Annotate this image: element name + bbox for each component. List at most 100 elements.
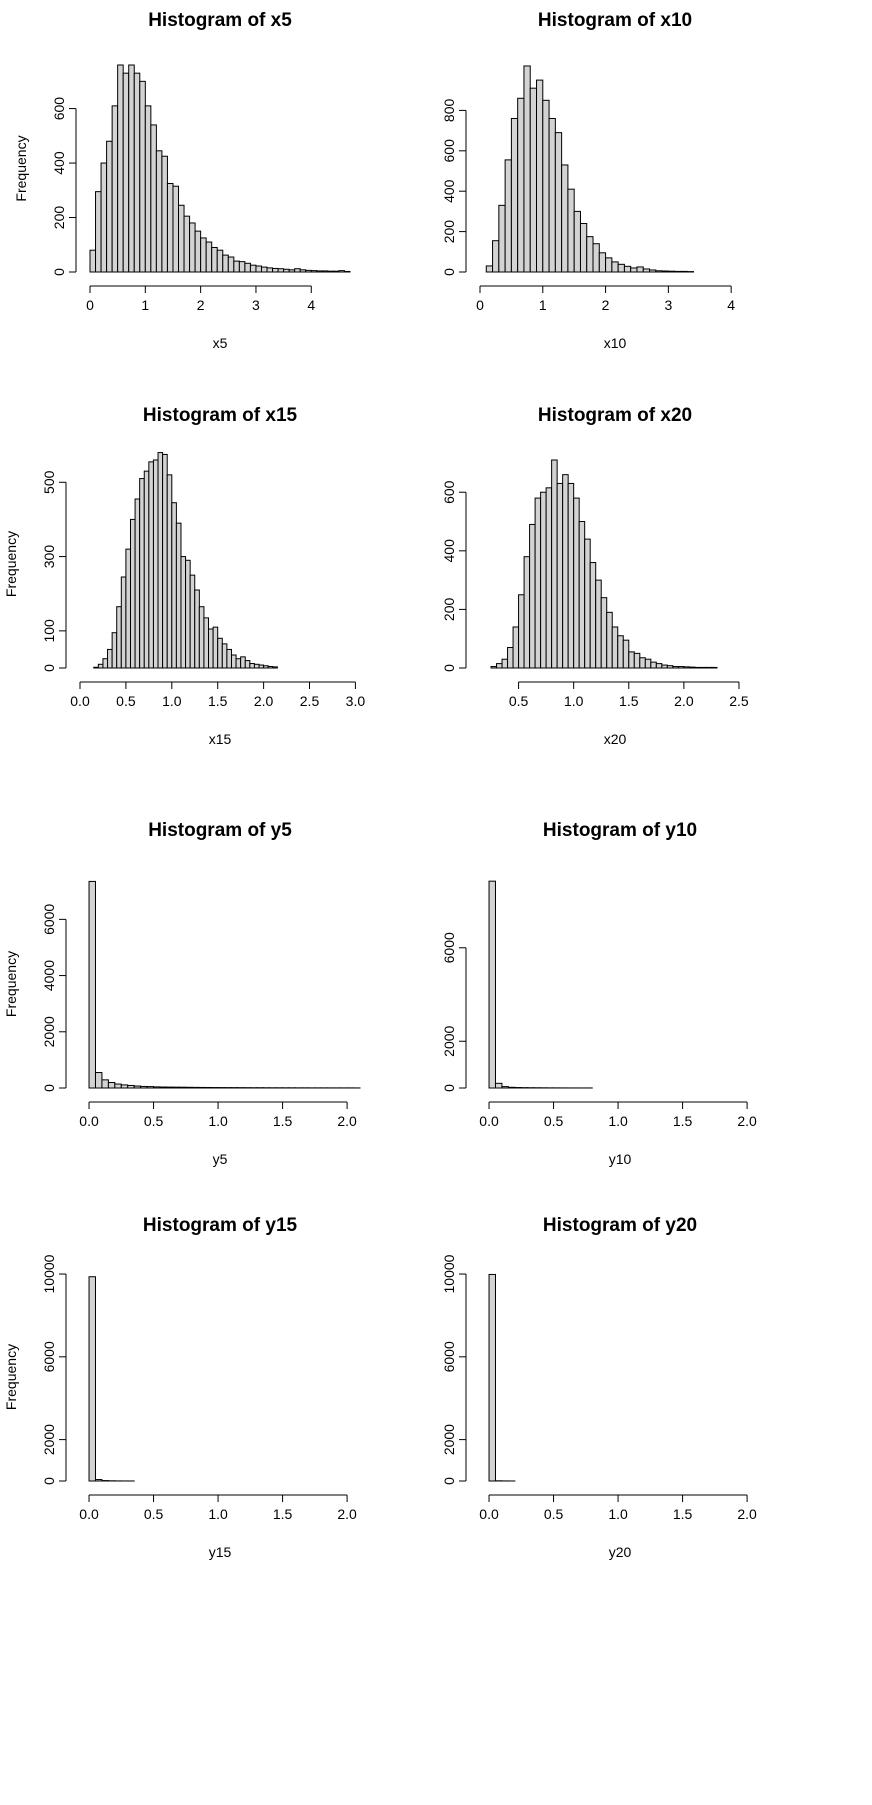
- histogram-bar: [146, 1086, 155, 1089]
- histogram-bar: [249, 663, 255, 669]
- chart-title: Histogram of x10: [538, 10, 692, 31]
- histogram-bar: [89, 249, 97, 273]
- x-tick-label: 0: [476, 297, 484, 313]
- x-tick-label: 1.0: [208, 1506, 228, 1522]
- histogram-bar: [294, 268, 301, 273]
- x-tick-label: 0.5: [544, 1506, 564, 1522]
- y-tick-label: 0: [441, 1477, 457, 1485]
- histogram-bar: [150, 124, 157, 273]
- y-tick-label: 4000: [41, 960, 57, 991]
- x-tick-label: 1.5: [673, 1113, 693, 1129]
- y-tick-label: 6000: [441, 932, 457, 963]
- histogram-bar: [128, 64, 135, 273]
- histogram-bar: [172, 1086, 180, 1089]
- histogram-bar: [94, 1479, 103, 1482]
- histogram-bar: [161, 155, 168, 273]
- histogram-bar: [683, 666, 690, 669]
- x-axis-label: y10: [609, 1151, 632, 1167]
- histogram-bar: [672, 666, 679, 669]
- histogram-bar: [230, 654, 237, 669]
- histogram-bar: [573, 210, 581, 273]
- histogram-bar: [134, 498, 141, 669]
- histogram-bar: [159, 1086, 167, 1089]
- x-tick-label: 1.5: [273, 1506, 293, 1522]
- histogram-bar: [95, 191, 102, 273]
- histogram-bar: [198, 1086, 206, 1089]
- x-tick-label: 0: [86, 297, 94, 313]
- histogram-bar: [185, 1086, 193, 1089]
- y-tick-label: 300: [41, 545, 57, 569]
- y-tick-label: 600: [51, 97, 67, 121]
- chart-title: Histogram of y5: [148, 820, 292, 841]
- x-tick-label: 4: [727, 297, 735, 313]
- histogram-bar: [699, 666, 707, 669]
- histogram-bar: [518, 594, 525, 669]
- histogram-bar: [125, 548, 131, 669]
- histogram-bar: [235, 658, 242, 669]
- y-tick-label: 2000: [441, 1025, 457, 1056]
- histogram-bar: [498, 204, 506, 273]
- histogram-bar: [101, 1079, 109, 1089]
- histogram-bar: [226, 648, 232, 669]
- histogram-bar: [600, 597, 608, 669]
- y-tick-label: 0: [441, 664, 457, 672]
- histogram-panel: Histogram of x10012340200400600800x10Fre…: [403, 0, 872, 395]
- histogram-svg: Histogram of y20 0.0 0.5 1.0 1.5 2.0 0 2000 6000…: [403, 1215, 757, 1560]
- histogram-svg: Histogram of y5 0.0 0.5 1.0 1.5 2.0 0 2000 4000 6…: [3, 820, 361, 1167]
- histogram-bar: [617, 263, 625, 273]
- histogram-bar: [266, 267, 274, 273]
- histogram-bar: [222, 254, 229, 273]
- x-tick-label: 2.5: [300, 693, 320, 709]
- histogram-bar: [649, 269, 657, 273]
- histogram-bar: [488, 880, 496, 1089]
- histogram-bar: [255, 265, 262, 273]
- histogram-bar: [233, 260, 240, 273]
- histogram-bar: [595, 579, 602, 669]
- histogram-bar: [88, 880, 96, 1089]
- histogram-bar: [630, 267, 638, 273]
- histogram-bar: [97, 663, 104, 669]
- x-tick-label: 1.5: [619, 693, 639, 709]
- histogram-bar: [162, 453, 168, 669]
- histogram-bar: [194, 589, 200, 669]
- histogram-bar: [106, 140, 113, 273]
- histogram-bar: [127, 1084, 135, 1089]
- histogram-bar: [93, 666, 99, 669]
- y-tick-label: 400: [441, 539, 457, 563]
- histogram-bar: [633, 652, 641, 669]
- histogram-bar: [536, 79, 544, 273]
- histogram-bar: [556, 482, 564, 669]
- x-tick-label: 3: [252, 297, 260, 313]
- histogram-bar: [140, 1085, 148, 1089]
- y-tick-label: 0: [51, 268, 67, 276]
- x-tick-label: 0.5: [144, 1506, 164, 1522]
- histogram-svg: Histogram of x10012340200400600800x10Fre…: [403, 10, 735, 351]
- histogram-bar: [133, 72, 141, 273]
- histogram-bar: [120, 576, 127, 669]
- histogram-bar: [545, 487, 553, 669]
- y-tick-label: 100: [41, 619, 57, 643]
- chart-title: Histogram of x20: [538, 405, 692, 426]
- y-tick-label: 6000: [41, 904, 57, 935]
- histogram-bar: [260, 266, 268, 273]
- x-tick-label: 2.0: [737, 1506, 757, 1522]
- y-tick-label: 0: [41, 1084, 57, 1092]
- y-tick-label: 400: [51, 151, 67, 175]
- histogram-panel: Histogram of x5 0 1 2 3 4 0 200 400 600 x5 Frequenc…: [0, 0, 420, 395]
- histogram-bar: [166, 182, 174, 273]
- x-tick-label: 0.5: [509, 693, 529, 709]
- histogram-bar: [175, 522, 182, 669]
- x-tick-label: 1.0: [608, 1113, 628, 1129]
- histogram-bar: [94, 1072, 103, 1089]
- histogram-bar: [561, 164, 569, 273]
- histogram-bar: [316, 270, 323, 273]
- histogram-bar: [203, 617, 210, 669]
- y-tick-label: 0: [41, 664, 57, 672]
- histogram-svg: Histogram of y10 0.0 0.5 1.0 1.5 2.0 0 2000 6000…: [403, 820, 757, 1167]
- histogram-bar: [494, 1082, 503, 1089]
- y-tick-label: 0: [41, 1477, 57, 1485]
- histogram-bar: [198, 606, 205, 669]
- x-tick-label: 2.0: [737, 1113, 757, 1129]
- histogram-bar: [589, 562, 597, 669]
